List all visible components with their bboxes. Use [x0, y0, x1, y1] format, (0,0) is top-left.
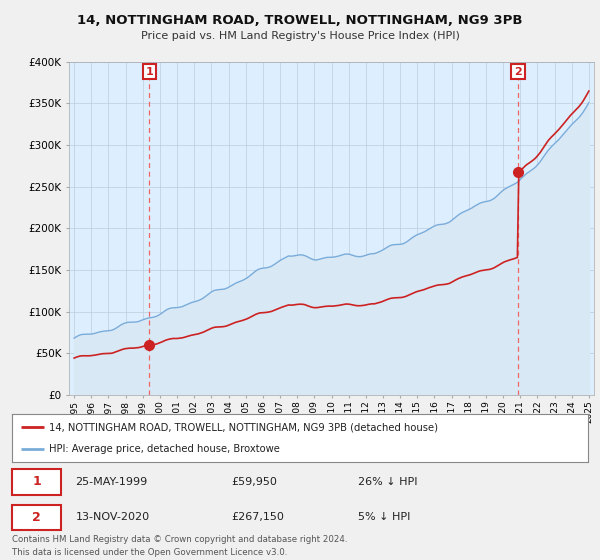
Text: HPI: Average price, detached house, Broxtowe: HPI: Average price, detached house, Brox…	[49, 444, 280, 454]
Text: 2: 2	[32, 511, 41, 524]
Text: 1: 1	[32, 475, 41, 488]
Text: Contains HM Land Registry data © Crown copyright and database right 2024.
This d: Contains HM Land Registry data © Crown c…	[12, 535, 347, 557]
FancyBboxPatch shape	[12, 505, 61, 530]
Text: 1: 1	[145, 67, 153, 77]
Text: £59,950: £59,950	[231, 477, 277, 487]
FancyBboxPatch shape	[12, 469, 61, 494]
Text: 25-MAY-1999: 25-MAY-1999	[76, 477, 148, 487]
Text: 2: 2	[514, 67, 522, 77]
Text: Price paid vs. HM Land Registry's House Price Index (HPI): Price paid vs. HM Land Registry's House …	[140, 31, 460, 41]
Text: 26% ↓ HPI: 26% ↓ HPI	[358, 477, 417, 487]
Text: 14, NOTTINGHAM ROAD, TROWELL, NOTTINGHAM, NG9 3PB (detached house): 14, NOTTINGHAM ROAD, TROWELL, NOTTINGHAM…	[49, 422, 439, 432]
Text: 5% ↓ HPI: 5% ↓ HPI	[358, 512, 410, 522]
Text: 14, NOTTINGHAM ROAD, TROWELL, NOTTINGHAM, NG9 3PB: 14, NOTTINGHAM ROAD, TROWELL, NOTTINGHAM…	[77, 14, 523, 27]
Text: £267,150: £267,150	[231, 512, 284, 522]
Text: 13-NOV-2020: 13-NOV-2020	[76, 512, 149, 522]
